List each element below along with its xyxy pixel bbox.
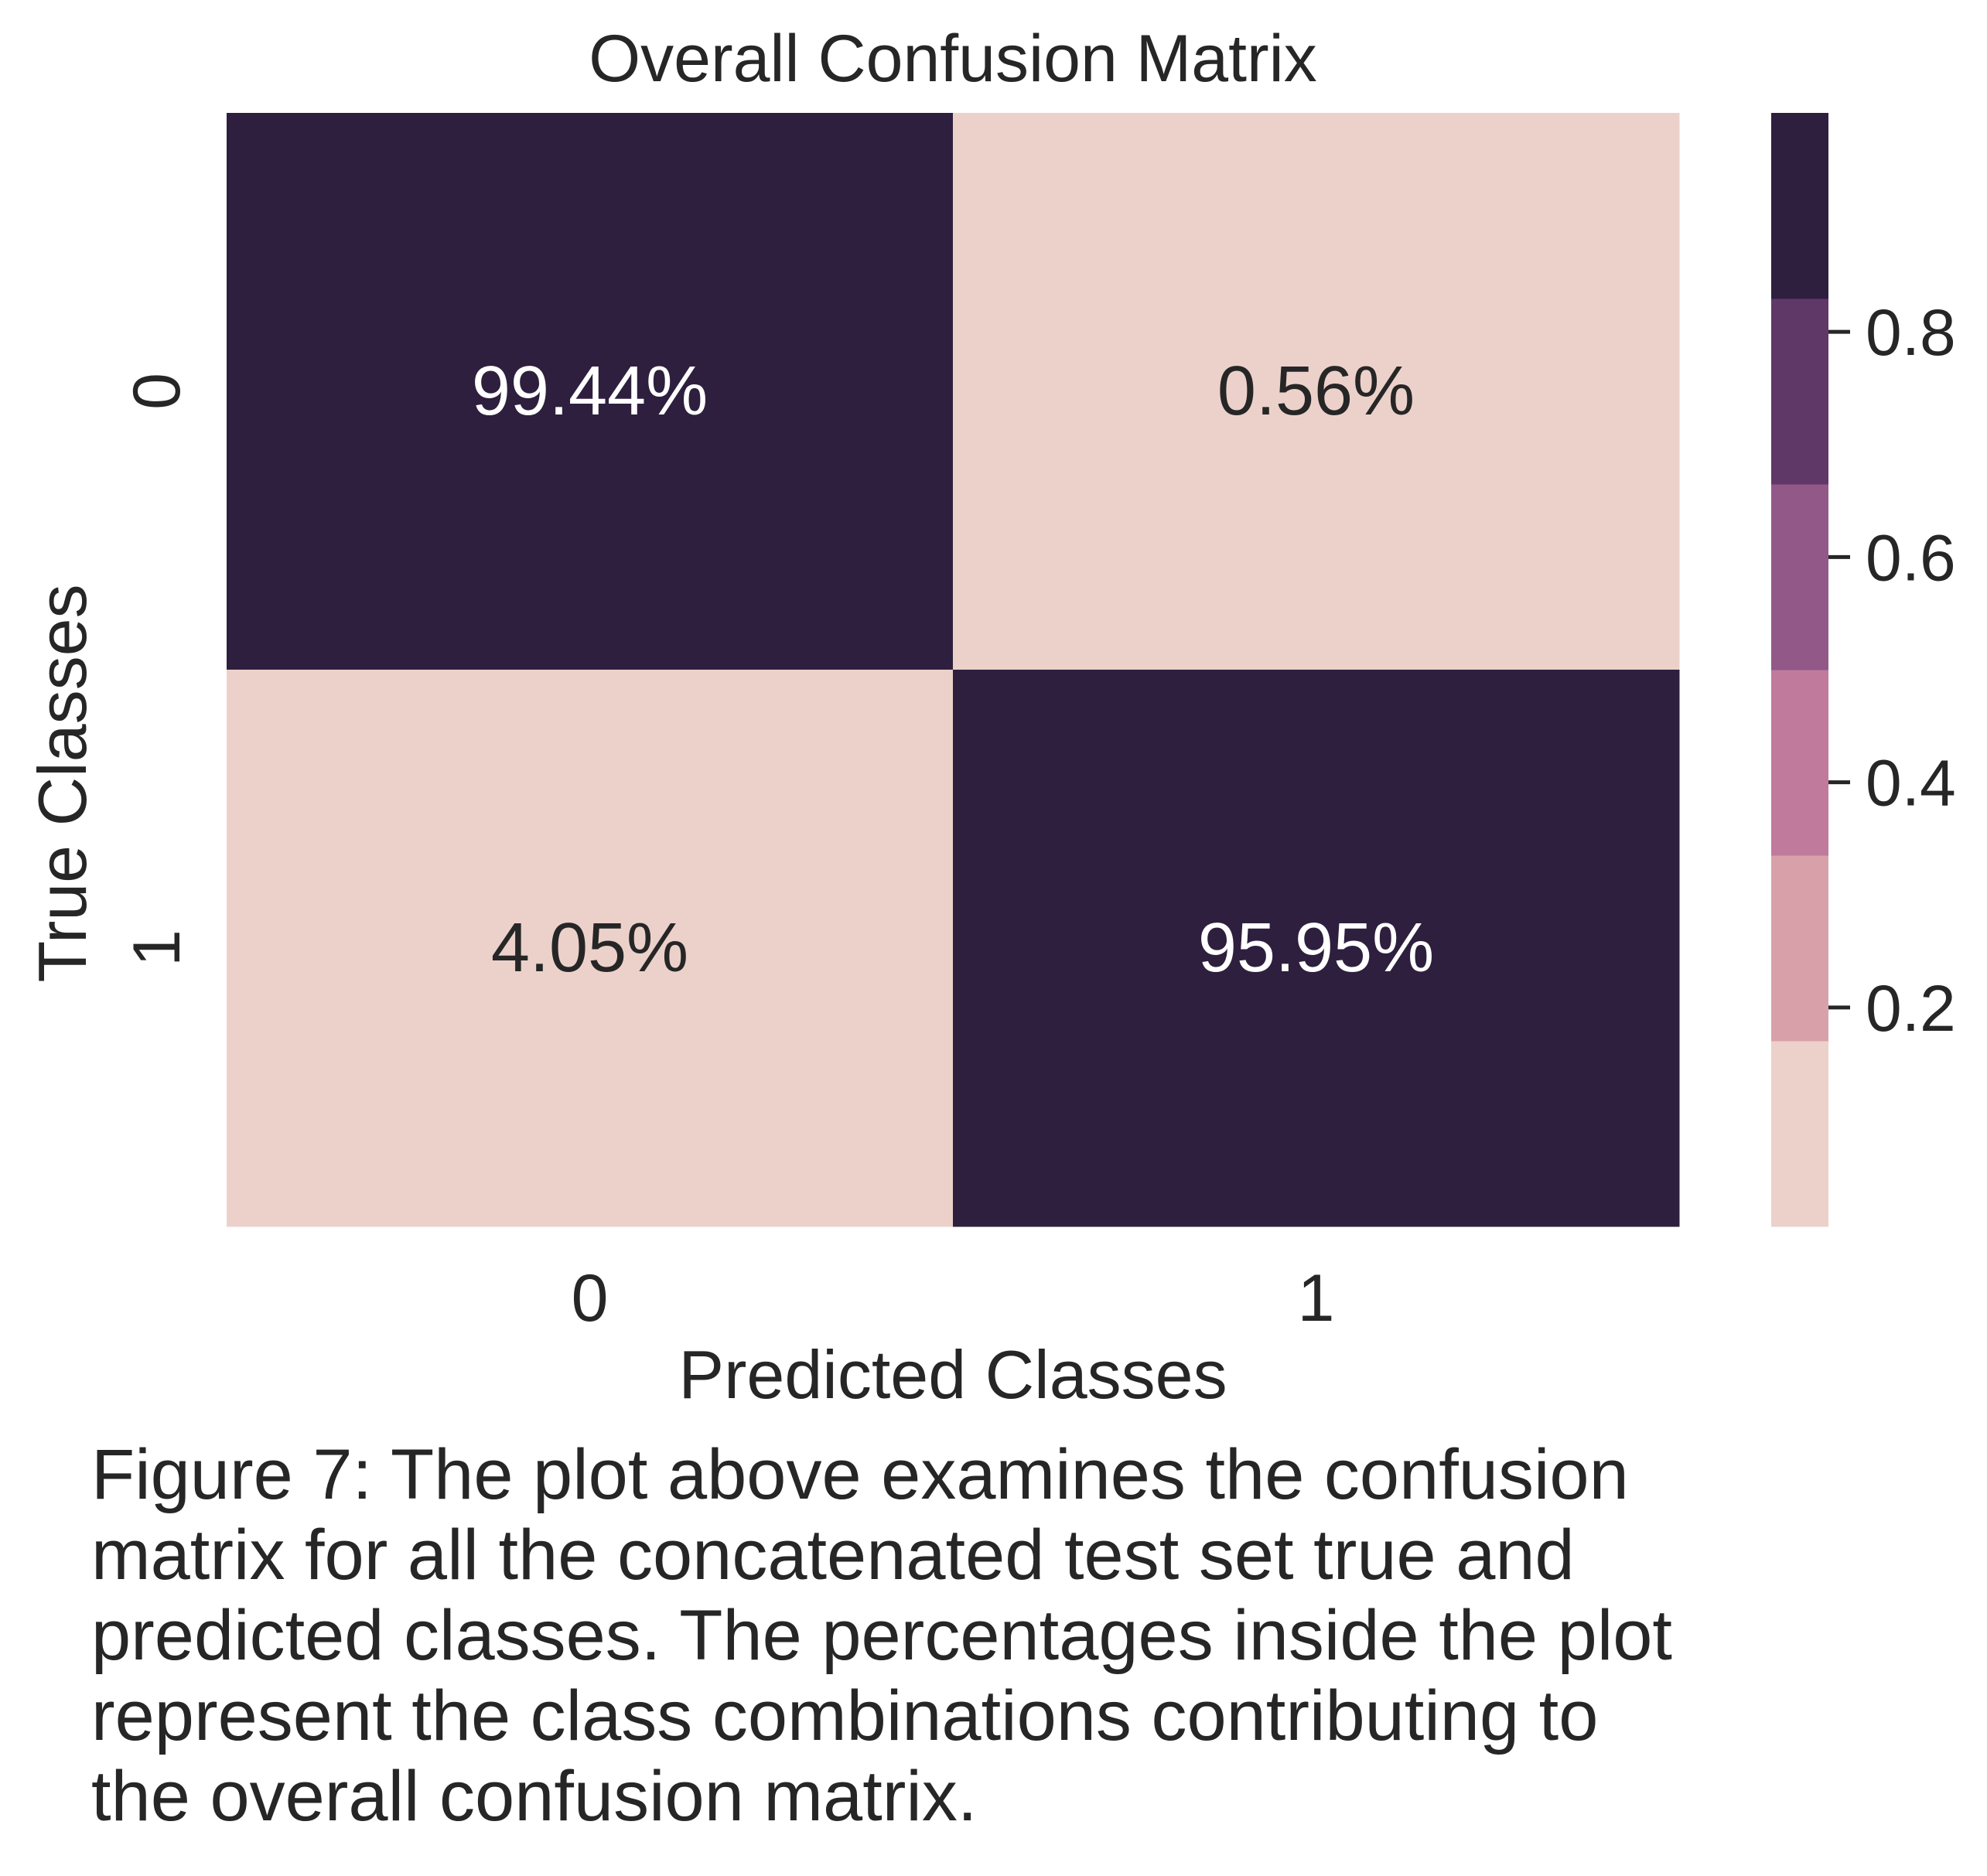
colorbar-tick-label: 0.8 (1866, 296, 1956, 369)
figure-caption: Figure 7: The plot above examines the co… (91, 1434, 1870, 1837)
caption-line: Figure 7: The plot above examines the co… (91, 1435, 1629, 1514)
caption-line: represent the class combinations contrib… (91, 1676, 1599, 1755)
colorbar-tick-label: 0.4 (1866, 747, 1956, 820)
heatmap-cell-labels: 99.44% 0.56% 4.05% 95.95% (472, 353, 1434, 987)
y-axis-label: True Classes (24, 584, 101, 982)
colorbar (1771, 113, 1828, 1227)
colorbar-level (1771, 1041, 1828, 1227)
heatmap-cell-0-0 (227, 113, 954, 670)
x-tick-label: 0 (572, 1261, 609, 1335)
caption-line: predicted classes. The percentages insid… (91, 1596, 1672, 1675)
confusion-matrix-chart: Overall Confusion Matrix 99.44% 0.56% 4.05… (24, 22, 1956, 1413)
colorbar-level (1771, 855, 1828, 1042)
colorbar-level (1771, 484, 1828, 670)
cell-value-label: 0.56% (1217, 353, 1415, 430)
x-axis-label: Predicted Classes (678, 1336, 1227, 1413)
heatmap-cell-1-0 (227, 670, 954, 1227)
heatmap-cells (227, 113, 1680, 1227)
y-tick-label: 0 (120, 373, 194, 410)
colorbar-tick-label: 0.6 (1866, 521, 1956, 594)
colorbar-level (1771, 113, 1828, 299)
cell-value-label: 4.05% (491, 909, 688, 987)
caption-line: the overall confusion matrix. (91, 1757, 978, 1836)
colorbar-level (1771, 298, 1828, 485)
colorbar-ticks: 0.2 0.4 0.6 0.8 (1828, 296, 1956, 1045)
y-tick-label: 1 (120, 929, 194, 967)
chart-title: Overall Confusion Matrix (589, 22, 1317, 96)
heatmap-cell-0-1 (953, 113, 1680, 670)
colorbar-level (1771, 670, 1828, 856)
cell-value-label: 99.44% (472, 353, 708, 430)
y-tick-labels: 01 (120, 373, 194, 967)
heatmap-cell-1-1 (953, 670, 1680, 1227)
x-tick-label: 1 (1298, 1261, 1335, 1335)
colorbar-tick-label: 0.2 (1866, 972, 1956, 1045)
cell-value-label: 95.95% (1198, 909, 1434, 987)
caption-line: matrix for all the concatenated test set… (91, 1516, 1575, 1595)
